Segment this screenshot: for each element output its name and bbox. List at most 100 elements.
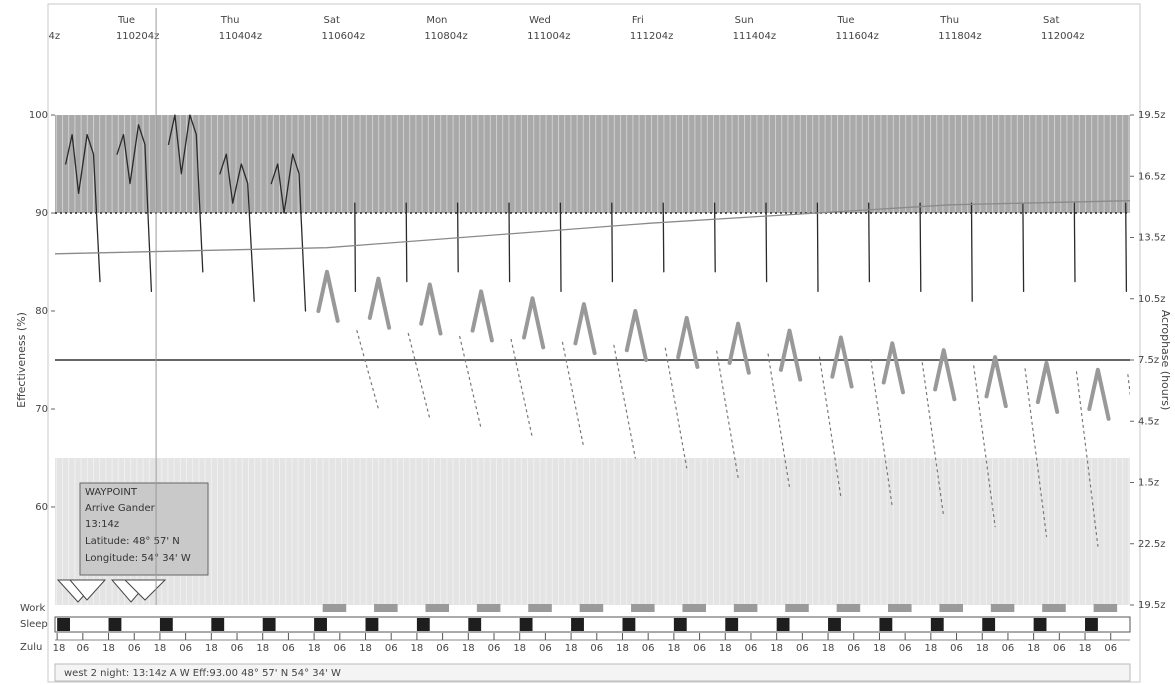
zulu-tick-label: 18 <box>256 643 269 654</box>
sleep-period <box>314 618 327 631</box>
zulu-tick-label: 06 <box>899 643 912 654</box>
sleep-period <box>57 618 70 631</box>
x-tick-day: Thu <box>939 15 959 26</box>
y2-axis-label: Acrophase (hours) <box>1159 310 1172 411</box>
x-tick-label: 111404z <box>733 31 776 42</box>
x-tick-day: Mon <box>426 15 447 26</box>
x-tick-day: Sun <box>735 15 754 26</box>
zulu-tick-label: 18 <box>513 643 526 654</box>
sleep-period <box>365 618 379 631</box>
y2-tick-label: 10.5z <box>1138 294 1166 305</box>
tooltip-line: 13:14z <box>85 519 119 530</box>
work-period <box>939 604 963 612</box>
zulu-tick-label: 18 <box>719 643 732 654</box>
sleep-period <box>159 618 173 631</box>
zulu-tick-label: 18 <box>770 643 783 654</box>
work-period <box>990 604 1015 612</box>
sleep-period <box>571 618 584 631</box>
sleep-period <box>468 618 482 631</box>
rows: 18 06 18 06 18 06 18 06 18 06 18 06 18 06 18 06 18 06 18 06… <box>53 604 1118 654</box>
x-tick-day: Thu <box>220 15 240 26</box>
x-tick-day: Sat <box>324 15 340 26</box>
x-tick-label: 110404z <box>219 31 262 42</box>
sleep-period <box>519 618 533 631</box>
tooltip-line: Latitude: 48° 57' N <box>85 536 180 547</box>
y-tick-label: 100 <box>29 110 48 121</box>
zulu-tick-label: 06 <box>76 643 89 654</box>
zulu-tick-label: 06 <box>796 643 809 654</box>
sleep-period <box>776 618 790 631</box>
zulu-tick-label: 18 <box>1079 643 1092 654</box>
waypoint-marker[interactable] <box>68 579 107 601</box>
band-stripes <box>55 458 1130 605</box>
work-period <box>733 604 758 612</box>
status-text: west 2 night: 13:14z A W Eff:93.00 48° 5… <box>64 668 341 679</box>
zulu-tick-label: 06 <box>436 643 449 654</box>
zulu-tick-label: 18 <box>616 643 629 654</box>
work-period <box>528 604 552 612</box>
row-label: Work <box>20 603 46 614</box>
x-tick-day: Wed <box>529 15 551 26</box>
x-tick-label: 110204z <box>116 31 159 42</box>
tooltip: WAYPOINT Arrive Gander 13:14z Latitude: … <box>79 482 209 576</box>
work-period <box>579 604 604 612</box>
work-period <box>836 604 861 612</box>
plot-area <box>55 114 1130 605</box>
series-line <box>316 269 1111 421</box>
sleep-period <box>673 618 687 631</box>
y2-tick-label: 7.5z <box>1138 355 1159 366</box>
zulu-tick-label: 18 <box>102 643 115 654</box>
x-tick-label: 111004z <box>527 31 570 42</box>
y2-tick-label: 4.5z <box>1138 416 1159 427</box>
sleep-period <box>982 618 996 631</box>
panel-border <box>47 3 1141 683</box>
sleep-period <box>262 618 276 631</box>
waypoint-marker[interactable] <box>123 579 167 601</box>
sleep-period <box>1033 618 1047 631</box>
zulu-tick-label: 18 <box>462 643 475 654</box>
series-line <box>356 330 1130 547</box>
x-tick-label: 4z <box>49 31 61 42</box>
zulu-tick-label: 18 <box>308 643 321 654</box>
zulu-tick-label: 06 <box>488 643 501 654</box>
y2-tick-label: 22.5z <box>1138 539 1166 550</box>
y-tick-label: 80 <box>35 306 48 317</box>
sleep-period <box>879 618 893 631</box>
zulu-tick-label: 06 <box>333 643 346 654</box>
zulu-tick-label: 06 <box>1053 643 1066 654</box>
y-axis-label: Effectiveness (%) <box>15 312 28 408</box>
y-tick-label: 60 <box>35 502 48 513</box>
work-period <box>631 604 655 612</box>
tooltip-line: Longitude: 54° 34' W <box>85 553 191 564</box>
x-tick-label: 110604z <box>322 31 365 42</box>
y2-tick-label: 19.5z <box>1138 600 1166 611</box>
y-tick-label: 90 <box>35 208 48 219</box>
x-tick-label: 111804z <box>938 31 981 42</box>
zulu-tick-label: 18 <box>668 643 681 654</box>
sleep-period <box>108 618 122 631</box>
zulu-tick-label: 06 <box>231 643 244 654</box>
zulu-tick-label: 06 <box>282 643 295 654</box>
zulu-tick-label: 18 <box>1027 643 1040 654</box>
zulu-tick-label: 18 <box>205 643 218 654</box>
tooltip-line: Arrive Gander <box>85 503 156 514</box>
work-period <box>425 604 450 612</box>
work-period <box>1042 604 1066 612</box>
y2-tick-label: 19.5z <box>1138 110 1166 121</box>
zulu-tick-label: 06 <box>590 643 603 654</box>
work-period <box>476 604 501 612</box>
zulu-tick-label: 06 <box>539 643 552 654</box>
x-tick-day: Fri <box>632 15 644 26</box>
tooltip-title: WAYPOINT <box>85 487 138 498</box>
zulu-tick-label: 18 <box>411 643 424 654</box>
zulu-tick-label: 18 <box>873 643 886 654</box>
x-tick-day: Tue <box>836 15 854 26</box>
x-tick-label: 111604z <box>835 31 878 42</box>
x-tick-label: 111204z <box>630 31 673 42</box>
zulu-tick-label: 18 <box>154 643 167 654</box>
sleep-period <box>622 618 636 631</box>
zulu-tick-label: 18 <box>822 643 835 654</box>
work-period <box>888 604 912 612</box>
zulu-tick-label: 06 <box>385 643 398 654</box>
